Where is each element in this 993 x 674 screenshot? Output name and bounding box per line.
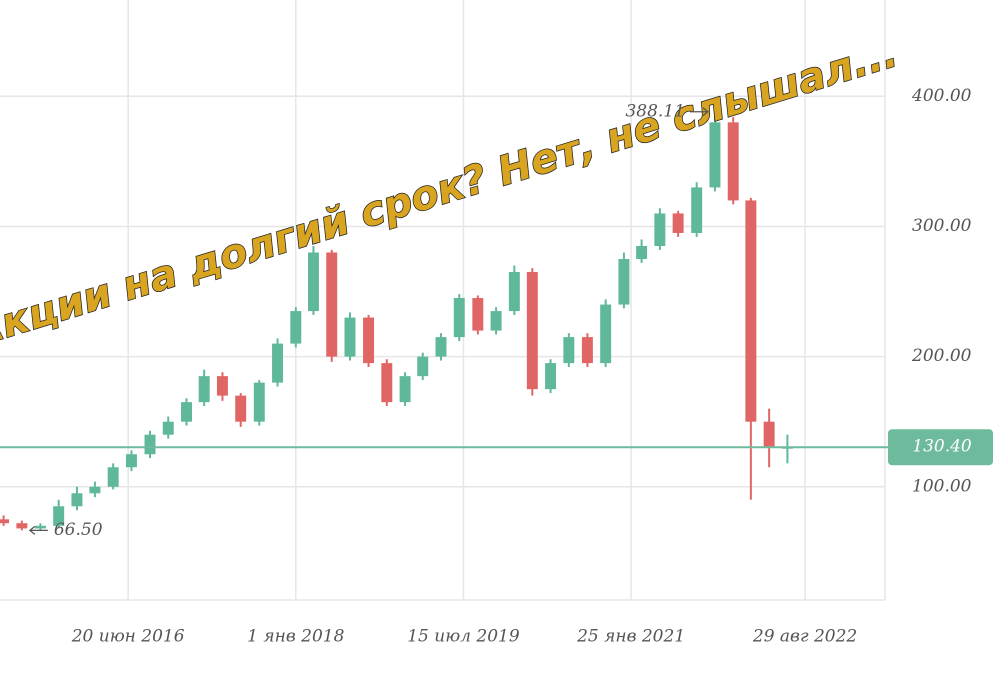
- candle-body: [472, 298, 484, 331]
- candle-body: [453, 298, 465, 338]
- candle-body: [508, 272, 520, 312]
- x-tick-label: 15 июл 2019: [407, 627, 520, 647]
- candle-body: [344, 317, 356, 357]
- x-tick-label: 29 авг 2022: [752, 627, 857, 647]
- y-tick-label: 100.00: [912, 476, 972, 496]
- candle-body: [307, 252, 319, 312]
- candle-body: [563, 337, 575, 364]
- candle-body: [526, 272, 538, 390]
- candle-body: [490, 311, 502, 331]
- candle-body: [691, 187, 703, 233]
- candle-body: [107, 467, 119, 487]
- candle-body: [727, 122, 739, 201]
- candle-body: [53, 506, 65, 526]
- candle-body: [290, 311, 302, 344]
- candle-body: [125, 454, 137, 468]
- candle-body: [71, 493, 83, 507]
- candle-body: [654, 213, 666, 246]
- x-tick-label: 20 июн 2016: [71, 627, 185, 647]
- candle-body: [545, 363, 557, 390]
- price-label: 130.40: [912, 437, 972, 457]
- candle-body: [618, 259, 630, 305]
- candle-body: [745, 200, 757, 422]
- candle-body: [144, 434, 156, 455]
- x-tick-label: 25 янв 2021: [576, 627, 685, 647]
- candle-body: [0, 519, 10, 524]
- plot: [0, 0, 885, 600]
- y-tick-label: 300.00: [912, 216, 972, 236]
- candle-body: [272, 343, 284, 383]
- candle-body: [198, 376, 210, 403]
- candle-body: [89, 486, 101, 494]
- candle-body: [763, 421, 775, 448]
- candle-body: [162, 421, 174, 435]
- candle-body: [636, 245, 648, 260]
- candle-body: [326, 252, 338, 357]
- candle-body: [672, 213, 684, 233]
- candle-body: [181, 402, 192, 422]
- candle-body: [235, 395, 247, 422]
- high-label: 388.11: [625, 101, 684, 121]
- candle-body: [600, 304, 612, 364]
- candle-body: [253, 382, 265, 422]
- price-badge: [888, 429, 993, 466]
- candle-body: [16, 523, 28, 529]
- y-tick-label: 400.00: [911, 86, 972, 106]
- candle-body: [709, 122, 721, 188]
- candle-body: [435, 337, 447, 357]
- candle-body: [581, 337, 593, 364]
- candle-body: [399, 376, 411, 403]
- candle-body: [216, 376, 228, 396]
- arrow: [28, 525, 48, 535]
- candle-body: [381, 363, 393, 403]
- arrow: [689, 107, 709, 117]
- y-tick-label: 200.00: [911, 346, 972, 366]
- low-label: 66.50: [54, 520, 103, 540]
- candle-body: [34, 525, 46, 529]
- candle-body: [363, 317, 375, 364]
- candle-body: [417, 356, 429, 377]
- x-tick-label: 1 янв 2018: [247, 627, 344, 647]
